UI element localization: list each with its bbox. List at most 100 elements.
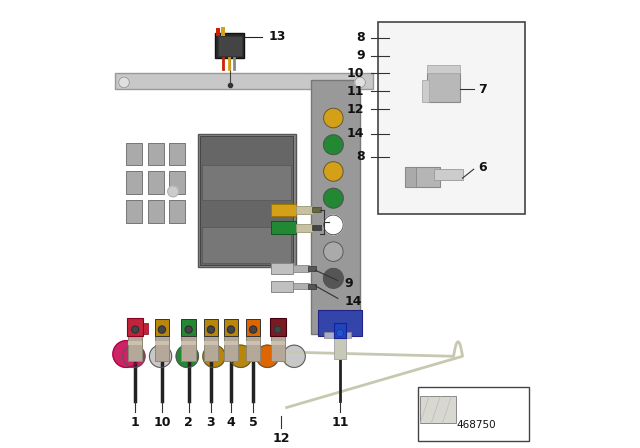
Bar [271,340,285,345]
Bar [271,203,296,216]
Bar [269,319,285,336]
Text: 12: 12 [347,103,365,116]
Bar [312,225,321,230]
Bar [404,167,440,187]
Bar [296,224,314,232]
Bar [418,388,529,441]
Bar [224,340,238,345]
Circle shape [324,108,343,128]
Bar [204,340,218,345]
Bar [312,207,321,212]
Bar [293,265,309,271]
Circle shape [118,77,129,88]
Bar [324,332,351,339]
Bar [202,227,291,263]
Text: 3: 3 [207,416,215,429]
Bar [218,36,242,56]
Bar [200,136,293,265]
Text: 12: 12 [273,432,290,445]
Circle shape [149,345,172,367]
Circle shape [113,340,140,367]
Bar [127,319,143,336]
Bar [204,319,218,336]
Bar [246,336,260,361]
Bar [128,340,142,345]
Bar [155,340,169,345]
Circle shape [230,345,252,367]
Bar [215,34,244,58]
Bar [182,340,196,345]
Text: 9: 9 [356,49,365,62]
Text: 1: 1 [131,416,140,429]
Text: 2: 2 [184,416,193,429]
Circle shape [274,326,281,333]
Circle shape [176,345,198,367]
Bar [422,80,429,103]
Bar [148,172,164,194]
Bar [115,76,374,370]
Circle shape [227,326,234,333]
Text: 6: 6 [478,160,487,173]
Bar [128,336,142,361]
Bar [182,336,196,361]
Bar [155,319,169,336]
Bar [420,396,456,423]
Circle shape [324,215,343,235]
Bar [404,167,416,187]
Text: 10: 10 [347,67,365,80]
Circle shape [185,326,192,333]
Text: 13: 13 [269,30,286,43]
Text: 5: 5 [249,416,257,429]
Bar [148,200,164,223]
Text: 7: 7 [478,82,487,95]
Bar [126,142,142,165]
Bar [427,73,460,103]
Text: 14: 14 [344,295,362,308]
Bar [308,284,316,289]
Circle shape [324,135,343,155]
Text: 468750: 468750 [456,420,496,430]
Text: 4: 4 [227,416,236,429]
Circle shape [203,345,225,367]
Bar [271,336,285,361]
Bar [182,319,196,336]
Circle shape [324,188,343,208]
Circle shape [132,326,139,333]
Bar [334,339,346,358]
Bar [169,142,185,165]
Circle shape [123,345,145,367]
Bar [126,200,142,223]
Bar [169,172,185,194]
Circle shape [283,345,305,367]
Bar [198,134,296,267]
Circle shape [250,326,257,333]
Bar [126,172,142,194]
Bar [246,319,260,336]
Bar [204,336,218,361]
Circle shape [168,186,179,197]
Text: 8: 8 [356,150,365,163]
Bar [427,65,460,73]
Text: 9: 9 [344,277,353,290]
Circle shape [324,242,343,262]
Bar [221,27,225,36]
Bar [271,221,296,234]
Circle shape [158,326,166,333]
Circle shape [256,345,278,367]
Circle shape [324,268,343,288]
Bar [318,310,362,336]
Bar [224,319,238,336]
Bar [293,283,309,289]
Bar [216,28,220,36]
Bar [433,169,463,181]
Bar [296,206,314,214]
Bar [155,336,169,361]
Text: 14: 14 [347,127,365,140]
Bar [334,323,346,339]
Text: 11: 11 [332,416,349,429]
Bar [202,165,291,200]
Bar [224,336,238,361]
Bar [308,266,316,271]
Circle shape [207,326,214,333]
Bar [378,22,525,214]
